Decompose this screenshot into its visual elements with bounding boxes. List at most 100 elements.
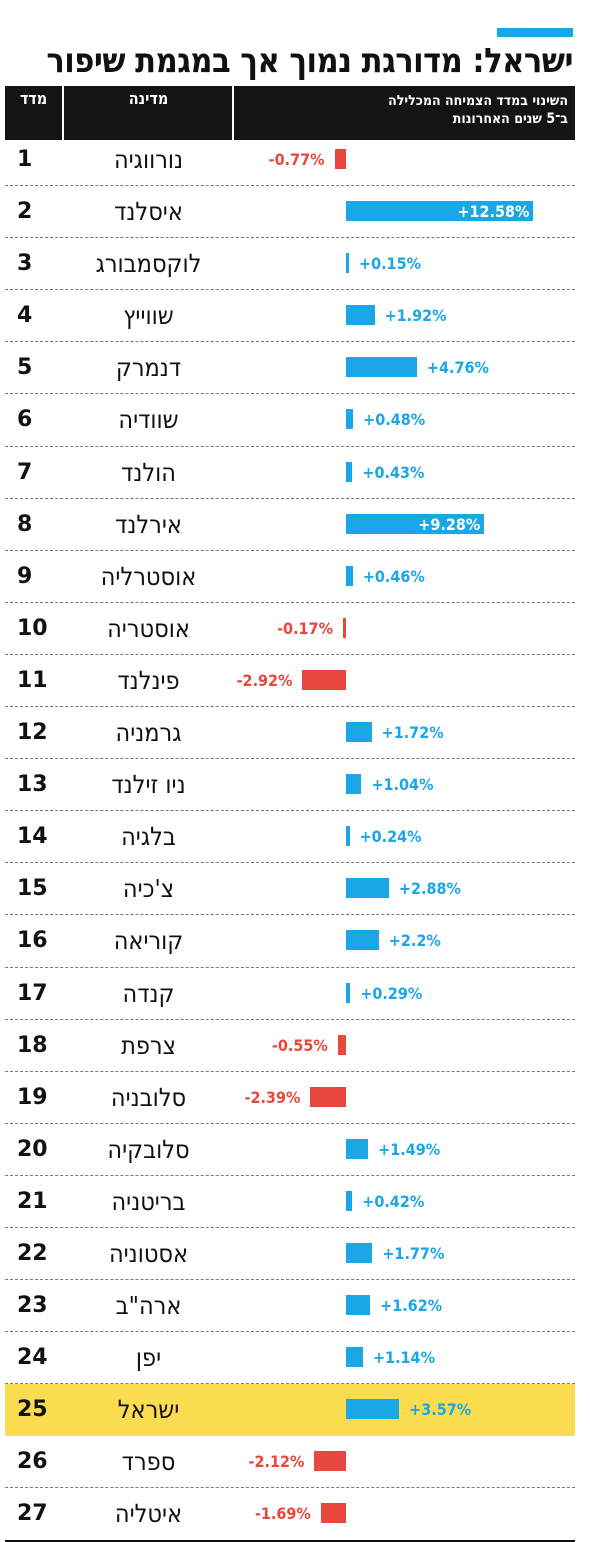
value-label: +2.88% <box>398 879 461 899</box>
value-bar <box>346 461 353 482</box>
value-bar <box>320 1503 346 1524</box>
country-label: איטליה <box>114 1499 183 1529</box>
table-row: 27 איטליה -1.69% <box>5 1488 575 1542</box>
rank-label: 27 <box>17 1501 48 1527</box>
country-label: ניו זילנד <box>111 770 186 800</box>
country-label: גרמניה <box>115 718 182 748</box>
value-label: +1.92% <box>384 306 447 326</box>
country-label: אוסטרליה <box>100 561 197 591</box>
table-row: 25 ישראל +3.57% <box>5 1384 575 1437</box>
value-label: +0.24% <box>359 827 422 847</box>
table-row: 14 בלגיה +0.24% <box>5 811 575 864</box>
value-label: -1.69% <box>254 1504 311 1524</box>
value-label: -2.92% <box>236 670 293 690</box>
table-row: 6 שוודיה +0.48% <box>5 394 575 447</box>
value-bar <box>346 1295 371 1316</box>
value-bar <box>346 878 389 899</box>
rank-label: 2 <box>17 199 33 225</box>
chart-rows: 1 נורווגיה -0.77% 2 איסלנד +12.58% 3 לוקסמבורג +… <box>5 134 575 1542</box>
country-column-header: מדינה <box>128 89 169 108</box>
country-label: שווייץ <box>123 301 174 331</box>
rank-label: 20 <box>17 1136 48 1162</box>
change-header-line2: ב־5 שנים האחרונות <box>452 111 568 127</box>
country-label: איסלנד <box>114 197 183 227</box>
table-row: 17 קנדה +0.29% <box>5 968 575 1020</box>
rank-label: 3 <box>17 251 33 277</box>
country-label: קנדה <box>122 978 175 1008</box>
table-row: 16 קוריאה +2.2% <box>5 915 575 968</box>
rank-label: 5 <box>17 355 33 381</box>
value-label: +2.2% <box>388 931 441 951</box>
table-row: 7 הולנד +0.43% <box>5 447 575 499</box>
value-label: -0.77% <box>268 150 325 169</box>
value-bar <box>334 149 346 169</box>
table-row: 2 איסלנד +12.58% <box>5 186 575 239</box>
table-header: מדד מדינה השינוי במדד הצמיחה המכלילה ב־5… <box>5 86 575 140</box>
country-label: אסטוניה <box>108 1238 189 1268</box>
value-bar <box>302 669 346 690</box>
rank-label: 22 <box>17 1240 48 1266</box>
country-label: לוקסמבורג <box>95 249 202 279</box>
country-label: צ'כיה <box>122 874 175 904</box>
country-label: סלובקיה <box>107 1134 190 1164</box>
country-label: נורווגיה <box>113 145 184 174</box>
country-label: בריטניה <box>111 1186 186 1216</box>
table-row: 20 סלובקיה +1.49% <box>5 1124 575 1176</box>
value-label: +0.42% <box>362 1191 425 1211</box>
table-row: 13 ניו זילנד +1.04% <box>5 759 575 812</box>
rank-label: 16 <box>17 928 48 954</box>
rank-label: 17 <box>17 980 48 1006</box>
value-label: +0.43% <box>362 462 425 482</box>
country-label: שוודיה <box>118 405 179 435</box>
value-label: +12.58% <box>457 202 530 222</box>
table-row: 5 דנמרק +4.76% <box>5 342 575 395</box>
value-label: +0.48% <box>363 410 426 430</box>
rank-label: 6 <box>17 407 33 433</box>
rank-label: 4 <box>17 303 33 329</box>
table-row: 4 שווייץ +1.92% <box>5 290 575 343</box>
value-bar <box>346 201 534 222</box>
country-label: אוסטריה <box>107 613 190 643</box>
value-bar <box>346 253 349 274</box>
country-label: ספרד <box>121 1447 176 1477</box>
accent-bar <box>497 28 573 37</box>
value-bar <box>346 1347 363 1368</box>
value-bar <box>346 565 353 586</box>
table-row: 8 אירלנד +9.28% <box>5 499 575 551</box>
rank-label: 26 <box>17 1449 48 1475</box>
value-bar <box>346 774 362 795</box>
country-label: אירלנד <box>115 509 182 539</box>
rank-label: 10 <box>17 615 48 641</box>
value-label: +1.72% <box>381 723 444 743</box>
chart-title: ישראל: מדורגת נמוך אך במגמת שיפור <box>46 41 573 81</box>
table-row: 12 גרמניה +1.72% <box>5 707 575 760</box>
table-row: 26 ספרד -2.12% <box>5 1436 575 1489</box>
table-row: 11 פינלנד -2.92% <box>5 655 575 708</box>
country-label: קוריאה <box>113 926 184 956</box>
value-label: +1.77% <box>382 1243 445 1263</box>
country-label: צרפת <box>121 1030 176 1060</box>
value-label: +1.14% <box>372 1348 435 1368</box>
rank-label: 25 <box>17 1397 48 1423</box>
value-label: +9.28% <box>418 514 481 534</box>
rank-label: 9 <box>17 563 33 589</box>
rank-label: 23 <box>17 1293 48 1319</box>
table-row: 9 אוסטרליה +0.46% <box>5 551 575 603</box>
rank-label: 13 <box>17 772 48 798</box>
rank-label: 24 <box>17 1345 48 1371</box>
value-label: -2.39% <box>244 1087 301 1107</box>
value-label: +0.15% <box>359 254 421 274</box>
value-label: +1.49% <box>378 1139 441 1159</box>
rank-label: 14 <box>17 824 48 850</box>
value-bar <box>314 1451 346 1472</box>
value-label: +1.62% <box>380 1296 443 1316</box>
change-column-header: השינוי במדד הצמיחה המכלילה ב־5 שנים האחר… <box>235 86 568 146</box>
rank-label: 18 <box>17 1032 48 1058</box>
rank-label: 12 <box>17 720 48 746</box>
value-bar <box>346 513 485 534</box>
value-label: +4.76% <box>426 358 489 378</box>
rank-label: 1 <box>17 147 33 172</box>
value-label: +3.57% <box>409 1400 472 1420</box>
table-row: 1 נורווגיה -0.77% <box>5 134 575 187</box>
value-label: -2.12% <box>248 1452 305 1472</box>
